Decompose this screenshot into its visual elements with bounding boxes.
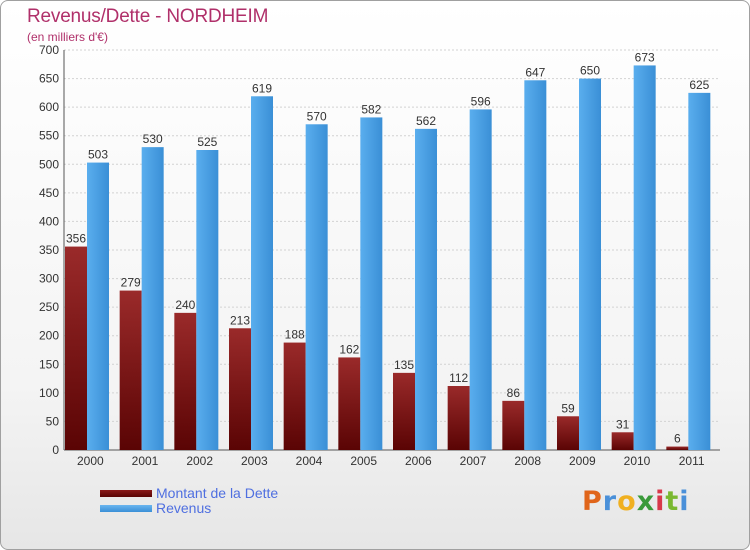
y-tick-label: 250 [39,300,59,314]
data-label-revenus-2005: 582 [361,102,381,116]
x-tick-label-2010: 2010 [624,454,651,468]
y-tick-label: 600 [39,100,59,114]
y-tick-label: 500 [39,157,59,171]
data-label-revenus-2008: 647 [525,65,545,79]
proxiti-logo: Proxiti [582,486,690,517]
bar-revenus-2000 [87,162,109,451]
data-label-revenus-2010: 673 [635,50,655,64]
data-label-revenus-2009: 650 [580,64,600,78]
x-tick-label-2004: 2004 [296,454,323,468]
bar-revenus-2011 [688,92,711,450]
bar-dette-2008 [502,400,525,450]
bar-revenus-2009 [579,78,601,451]
bar-revenus-2005 [360,117,383,450]
y-tick-label: 350 [39,243,59,257]
legend-swatch-revenus [100,505,152,512]
data-label-revenus-2002: 525 [197,135,217,149]
data-label-dette-2004: 188 [285,328,305,342]
legend-label-dette: Montant de la Dette [156,485,279,501]
bar-revenus-2010 [633,65,656,450]
bar-dette-2011 [666,446,689,450]
y-tick-label: 50 [46,414,60,428]
data-labels: 356 503 279 530 240 525 213 619 188 570 162 582 135 5… [66,50,710,445]
x-tick-label-2011: 2011 [679,454,705,468]
bar-dette-2005 [338,357,361,450]
data-label-dette-2005: 162 [339,342,359,356]
bar-revenus-2004 [305,124,328,451]
y-tick-label: 100 [39,386,59,400]
data-label-revenus-2001: 530 [143,132,163,146]
data-label-revenus-2006: 562 [416,114,436,128]
y-tick-label: 0 [52,443,59,457]
data-label-revenus-2000: 503 [88,148,108,162]
bar-revenus-2007 [469,109,492,450]
bar-dette-2003 [229,328,251,450]
y-tick-label: 400 [39,214,59,228]
data-label-dette-2000: 356 [66,232,86,246]
data-label-revenus-2004: 570 [307,109,327,123]
bar-dette-2006 [393,372,415,450]
data-label-dette-2011: 6 [674,432,681,446]
chart-subtitle: (en milliers d'€) [27,30,108,44]
legend-swatch-dette [100,490,152,497]
bar-dette-2009 [557,416,579,450]
bar-revenus-2006 [415,128,437,450]
axes: 0 50 100 150 200 250 300 350 400 450 500 550 600 650 7… [39,43,720,468]
bar-revenus-2001 [141,147,164,450]
y-tick-label: 150 [39,357,59,371]
bar-dette-2002 [174,312,197,450]
bar-dette-2007 [447,386,470,450]
x-tick-label-2005: 2005 [350,454,377,468]
data-label-dette-2003: 213 [230,313,250,327]
chart-title: Revenus/Dette - NORDHEIM [27,6,269,27]
x-tick-label-2008: 2008 [514,454,541,468]
data-label-revenus-2011: 625 [689,78,709,92]
y-tick-label: 450 [39,186,59,200]
data-label-dette-2009: 59 [561,401,575,415]
y-tick-label: 650 [39,72,59,86]
data-label-revenus-2003: 619 [252,81,272,95]
y-tick-label: 550 [39,129,59,143]
bar-dette-2010 [611,432,634,450]
bars [65,65,711,451]
data-label-dette-2010: 31 [616,417,630,431]
bar-revenus-2003 [251,96,273,451]
x-tick-label-2000: 2000 [77,454,104,468]
x-tick-label-2003: 2003 [241,454,268,468]
x-tick-label-2002: 2002 [186,454,213,468]
y-tick-label: 200 [39,329,59,343]
x-tick-label-2006: 2006 [405,454,432,468]
data-label-dette-2008: 86 [507,386,521,400]
bar-revenus-2008 [524,80,547,451]
x-tick-label-2009: 2009 [569,454,596,468]
legend-label-revenus: Revenus [156,500,212,516]
bar-dette-2001 [119,290,142,450]
grid-lines [64,49,720,451]
x-tick-label-2007: 2007 [460,454,487,468]
bar-dette-2000 [65,246,87,450]
bar-dette-2004 [283,342,306,450]
x-tick-label-2001: 2001 [132,454,159,468]
bar-revenus-2002 [196,150,219,450]
data-label-dette-2007: 112 [449,371,468,385]
y-tick-label: 700 [39,43,59,57]
data-label-dette-2006: 135 [394,358,414,372]
data-label-dette-2001: 279 [121,276,141,290]
data-label-dette-2002: 240 [175,298,195,312]
y-tick-label: 300 [39,272,59,286]
data-label-revenus-2007: 596 [471,94,491,108]
